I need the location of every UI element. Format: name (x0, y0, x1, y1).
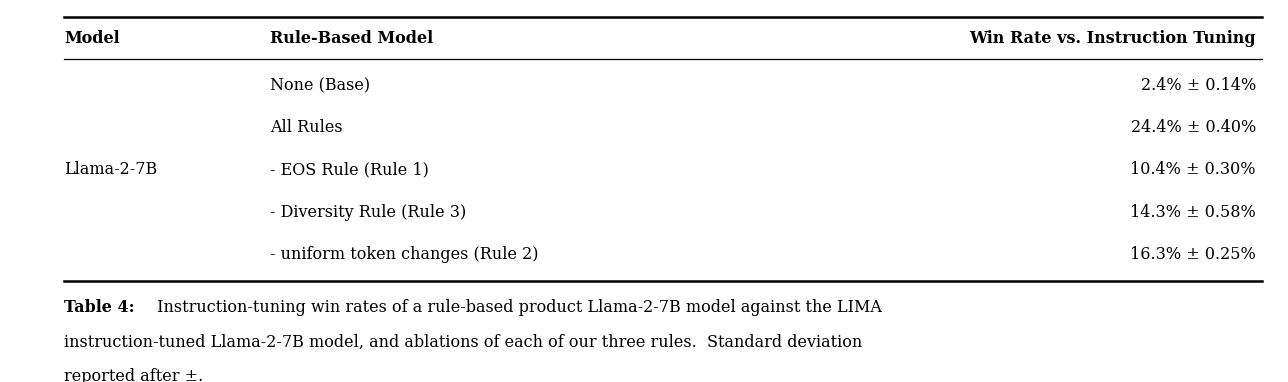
Text: Win Rate vs. Instruction Tuning: Win Rate vs. Instruction Tuning (969, 30, 1256, 47)
Text: Rule-Based Model: Rule-Based Model (270, 30, 434, 47)
Text: reported after ±.: reported after ±. (64, 368, 204, 382)
Text: 10.4% ± 0.30%: 10.4% ± 0.30% (1131, 162, 1256, 178)
Text: 2.4% ± 0.14%: 2.4% ± 0.14% (1141, 78, 1256, 94)
Text: 24.4% ± 0.40%: 24.4% ± 0.40% (1131, 120, 1256, 136)
Text: - uniform token changes (Rule 2): - uniform token changes (Rule 2) (270, 246, 538, 262)
Text: 16.3% ± 0.25%: 16.3% ± 0.25% (1130, 246, 1256, 262)
Text: - Diversity Rule (Rule 3): - Diversity Rule (Rule 3) (270, 204, 466, 220)
Text: All Rules: All Rules (270, 120, 343, 136)
Text: Llama-2-7B: Llama-2-7B (64, 162, 157, 178)
Text: Model: Model (64, 30, 120, 47)
Text: - EOS Rule (Rule 1): - EOS Rule (Rule 1) (270, 162, 429, 178)
Text: Table 4:: Table 4: (64, 299, 135, 316)
Text: None (Base): None (Base) (270, 78, 371, 94)
Text: instruction-tuned Llama-2-7B model, and ablations of each of our three rules.  S: instruction-tuned Llama-2-7B model, and … (64, 333, 863, 350)
Text: 14.3% ± 0.58%: 14.3% ± 0.58% (1130, 204, 1256, 220)
Text: Instruction-tuning win rates of a rule-based product Llama-2-7B model against th: Instruction-tuning win rates of a rule-b… (152, 299, 882, 316)
